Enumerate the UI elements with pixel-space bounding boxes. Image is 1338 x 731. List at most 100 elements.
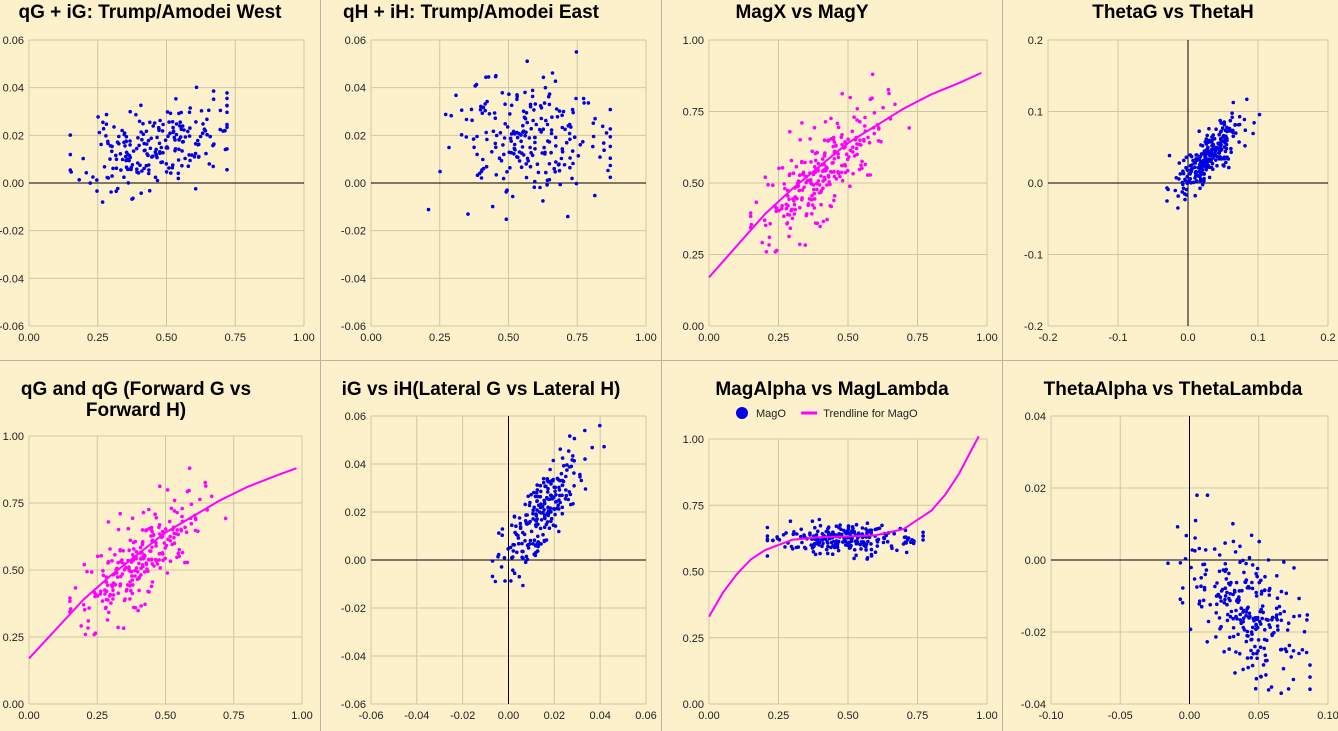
data-point: [1263, 653, 1268, 658]
data-point: [483, 108, 487, 113]
data-point: [1205, 493, 1210, 497]
data-point: [572, 459, 576, 463]
data-point: [1203, 572, 1208, 577]
data-point: [87, 606, 91, 610]
data-point: [542, 508, 546, 512]
data-point: [127, 158, 131, 163]
data-point: [1217, 553, 1222, 557]
data-point: [174, 132, 179, 137]
data-point: [194, 120, 198, 124]
data-point: [137, 575, 142, 580]
data-point: [763, 175, 768, 179]
data-point: [145, 152, 149, 156]
data-point: [1188, 164, 1193, 168]
data-point: [823, 151, 827, 155]
data-point: [1244, 613, 1248, 618]
data-point: [205, 132, 209, 137]
data-point: [839, 135, 844, 140]
data-point: [1263, 574, 1267, 579]
chart-c7: MagAlpha vs MagLambda 0.00 0.25 0.50 0.75 1.0…: [683, 379, 998, 722]
data-point: [176, 176, 181, 181]
data-point: [797, 173, 802, 177]
data-point: [851, 145, 855, 149]
data-point: [768, 221, 772, 226]
data-point: [186, 129, 190, 134]
data-point: [549, 516, 554, 521]
data-point: [180, 124, 185, 128]
data-point: [1250, 625, 1255, 630]
data-point: [158, 566, 162, 570]
chart-c6: iG vs iH(Lateral G vs Lateral H)-0.06 -0.…: [341, 379, 657, 722]
data-point: [829, 545, 833, 550]
data-point: [1188, 153, 1193, 157]
data-point: [541, 127, 546, 131]
data-point: [139, 604, 143, 608]
data-point: [104, 112, 109, 117]
data-point: [515, 550, 519, 555]
data-point: [517, 516, 522, 520]
data-point: [792, 212, 797, 216]
data-point: [531, 542, 535, 546]
data-point: [135, 570, 140, 574]
data-point: [869, 547, 874, 552]
data-point: [541, 480, 546, 485]
data-point: [1279, 691, 1283, 695]
data-point: [180, 506, 184, 511]
chart-title: qG + iG: Trump/Amodei West: [18, 2, 282, 23]
data-point: [1220, 587, 1225, 592]
data-point: [1191, 180, 1196, 185]
data-point: [111, 166, 115, 171]
data-point: [515, 97, 519, 102]
data-point: [475, 134, 479, 139]
data-point: [1213, 149, 1218, 153]
data-point: [1205, 133, 1209, 138]
data-point: [574, 181, 579, 186]
data-point: [111, 588, 115, 593]
data-point: [523, 133, 527, 138]
x-tick-label: 0.00: [360, 332, 381, 344]
data-point: [904, 550, 909, 555]
data-point: [1227, 647, 1231, 651]
data-point: [582, 101, 586, 105]
data-point: [134, 112, 138, 117]
data-point: [766, 182, 770, 187]
data-point: [136, 136, 140, 140]
data-point: [1277, 604, 1282, 609]
data-point: [171, 130, 175, 134]
data-point: [829, 540, 834, 545]
data-point: [787, 213, 792, 217]
data-point: [859, 163, 863, 167]
data-point: [140, 169, 144, 173]
data-point: [1215, 602, 1219, 606]
data-point: [836, 548, 841, 553]
data-point: [590, 445, 594, 450]
y-tick-label: 0.02: [1025, 483, 1046, 495]
data-point: [530, 153, 535, 158]
data-point: [1244, 578, 1249, 582]
data-point: [560, 149, 565, 154]
data-point: [838, 523, 842, 527]
data-point: [81, 603, 86, 607]
data-point: [792, 199, 796, 203]
data-point: [784, 202, 788, 207]
data-point: [178, 135, 183, 139]
data-point: [487, 112, 492, 116]
data-point: [1208, 602, 1212, 607]
data-point: [196, 142, 200, 147]
data-point: [524, 111, 529, 115]
data-point: [535, 499, 539, 503]
data-point: [572, 471, 576, 475]
data-point: [1246, 605, 1250, 610]
data-point: [121, 626, 126, 630]
data-point: [802, 545, 807, 550]
x-tick-label: 0.25: [768, 710, 789, 722]
data-point: [852, 556, 856, 561]
data-point: [824, 529, 828, 534]
data-point: [101, 126, 106, 131]
data-point: [101, 120, 105, 125]
data-point: [830, 552, 835, 556]
data-point: [844, 152, 849, 156]
data-point: [545, 490, 550, 494]
data-point: [109, 190, 113, 194]
data-point: [532, 505, 536, 510]
